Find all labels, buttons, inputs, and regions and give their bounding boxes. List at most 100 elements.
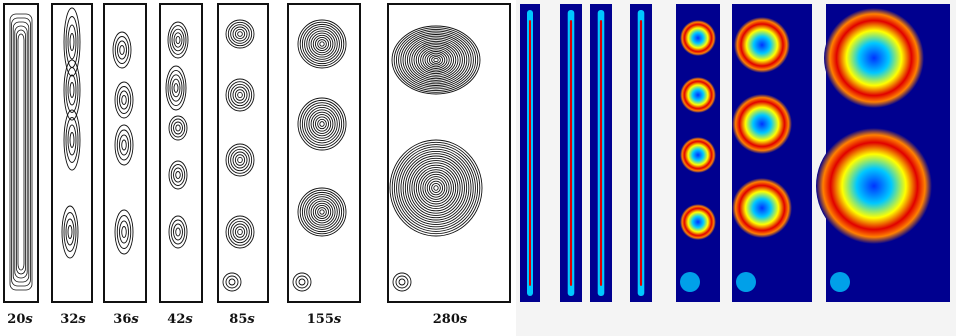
time-label-85: 85s [229, 312, 255, 327]
colormap-panel-1 [520, 4, 540, 302]
contour-line [175, 171, 181, 179]
contour-line [171, 78, 181, 98]
vortex-ring [680, 137, 716, 173]
contour-line [230, 220, 250, 244]
contour-line [299, 189, 345, 235]
contour-line [297, 187, 347, 237]
contour-line [121, 95, 127, 105]
bottom-vortex [830, 272, 850, 292]
bottom-vortex [680, 272, 700, 292]
contour-line [312, 202, 332, 222]
contour-line [69, 82, 75, 98]
contour-line [169, 74, 183, 102]
contour-panel-5 [217, 3, 269, 303]
contour-line [398, 30, 474, 90]
contour-line [428, 54, 444, 66]
field-streak-core [529, 20, 531, 286]
contour-line [222, 272, 242, 292]
contour-line [304, 194, 340, 230]
colormap-panel-7 [816, 4, 950, 302]
time-label-42: 42s [167, 312, 193, 327]
contour-line [175, 227, 181, 237]
contour-line [391, 25, 481, 95]
contour-line [67, 225, 73, 239]
contour-line [319, 41, 325, 47]
contour-line [173, 83, 179, 93]
contour-line [422, 49, 450, 71]
contour-line [232, 151, 248, 169]
contour-line [65, 218, 75, 246]
contour-line [297, 97, 347, 151]
contour-line [398, 278, 406, 286]
contour-line [173, 167, 183, 183]
contour-line [9, 13, 33, 291]
contour-line [433, 57, 439, 63]
vortex-ring [732, 178, 792, 238]
contour-line [431, 182, 441, 194]
vortex-ring [732, 94, 792, 154]
contour-line [422, 173, 450, 203]
contour-line [304, 26, 340, 62]
contour-panel-frame [3, 3, 39, 303]
contour-line [67, 24, 77, 60]
contour-line [175, 124, 181, 132]
contour-line [301, 191, 343, 233]
contour-line [232, 86, 248, 104]
contour-line [65, 117, 79, 163]
colormap-plots [520, 4, 950, 302]
contour-panel-frame [103, 3, 147, 303]
vortex-ring [680, 20, 716, 56]
contour-line [317, 118, 327, 130]
contour-line [119, 45, 125, 55]
contour-line [227, 146, 253, 174]
contour-line [411, 40, 461, 80]
contour-line [308, 30, 336, 58]
contour-line [167, 21, 189, 59]
contour-line [317, 39, 327, 49]
contour-line [389, 139, 483, 237]
contour-line [402, 153, 470, 223]
contour-line [301, 23, 343, 65]
contour-panel-group [3, 3, 511, 303]
contour-line [407, 157, 465, 219]
contour-line [237, 91, 243, 99]
contour-line [234, 28, 246, 40]
contour-line [112, 31, 132, 69]
contour-line [170, 219, 186, 245]
contour-line [114, 81, 134, 119]
contour-line [65, 67, 79, 113]
time-label-36: 36s [113, 312, 139, 327]
vortex-ring [816, 128, 932, 244]
contour-line [424, 176, 448, 200]
contour-line [396, 146, 476, 230]
contour-line [420, 47, 452, 73]
contour-line [117, 40, 127, 60]
time-label-32: 32s [60, 312, 86, 327]
contour-line [306, 107, 338, 141]
contour-line [400, 150, 472, 226]
contour-line [395, 28, 477, 92]
contour-line [227, 21, 253, 47]
contour-line [402, 34, 470, 86]
contour-line [417, 45, 455, 75]
contour-line [310, 32, 334, 56]
contour-line [15, 29, 26, 275]
contour-line [415, 166, 457, 210]
contour-line [116, 86, 132, 114]
colormap-panel-3 [590, 4, 612, 302]
contour-line [420, 171, 452, 205]
contour-line [310, 111, 334, 137]
contour-line [409, 160, 463, 216]
field-streak-core [639, 20, 643, 286]
contour-line [230, 24, 250, 44]
field-streak-core [599, 20, 603, 286]
contour-line [121, 139, 127, 151]
vortex-ring [824, 8, 924, 108]
contour-line [232, 223, 248, 241]
contour-panel-4 [159, 3, 203, 303]
contour-line [227, 218, 253, 246]
contour-line [413, 42, 459, 78]
contour-panel-7 [387, 3, 511, 303]
contour-line [225, 275, 239, 289]
contour-line [308, 198, 336, 226]
